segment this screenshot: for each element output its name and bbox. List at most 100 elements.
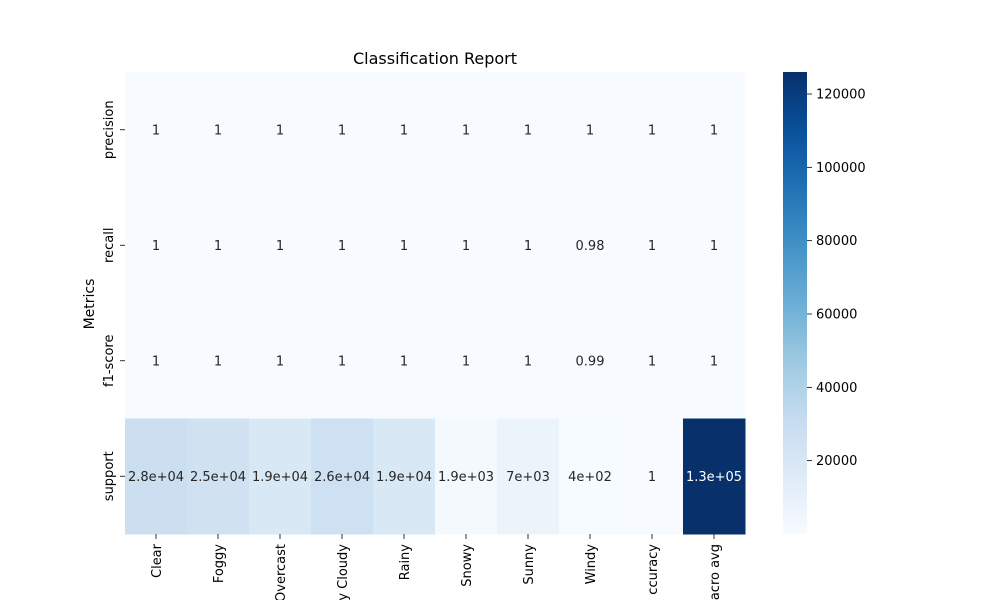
heatmap-cell xyxy=(311,303,374,419)
cell-annotation: 1 xyxy=(400,354,408,369)
cell-annotation: 1.9e+04 xyxy=(252,470,308,485)
heatmap-cell xyxy=(187,418,250,535)
cell-annotation: 1 xyxy=(648,239,656,254)
x-tick-label: Windy xyxy=(584,544,599,585)
colorbar: 20000 40000 60000 80000 100000 120000 xyxy=(783,72,866,534)
heatmap-cell xyxy=(621,72,684,188)
colorbar-tick-label: 60000 xyxy=(816,308,857,323)
heatmap-cell xyxy=(435,418,498,535)
heatmap-cell xyxy=(125,187,188,304)
heatmap-cell xyxy=(125,418,188,535)
cell-annotations: 1 1 1 1 1 1 1 1 1 1 1 1 1 1 1 1 1 0.98 1 1 1 1 1 1 1 1 1 0.99 1 1 2.8e… xyxy=(128,123,742,485)
heatmap-cell xyxy=(621,418,684,535)
heatmap-cell xyxy=(249,72,312,188)
heatmap-cell xyxy=(621,187,684,304)
heatmap-cell xyxy=(497,303,560,419)
cell-annotation: 1 xyxy=(710,354,718,369)
chart-title: Classification Report xyxy=(353,49,517,68)
x-tick-label: Clear xyxy=(150,543,165,578)
x-tick-label: Foggy xyxy=(212,544,227,583)
y-tick-labels: precision recall f1-score support xyxy=(102,100,125,501)
heatmap-cell xyxy=(373,303,436,419)
cell-annotation: 4e+02 xyxy=(568,470,612,485)
cell-annotation: 1.9e+03 xyxy=(438,470,494,485)
cell-annotation: 1 xyxy=(152,239,160,254)
heatmap-cell xyxy=(125,72,188,188)
cell-annotation: 1 xyxy=(400,239,408,254)
x-tick-label: y Cloudy xyxy=(336,544,351,600)
cell-annotation: 1 xyxy=(524,123,532,138)
cell-annotation: 1 xyxy=(462,123,470,138)
colorbar-tick-label: 120000 xyxy=(816,88,866,103)
colorbar-tick-label: 100000 xyxy=(816,161,866,176)
heatmap-cell xyxy=(559,418,622,535)
cell-annotation: 1.3e+05 xyxy=(686,470,742,485)
cell-annotation: 1 xyxy=(710,239,718,254)
cell-annotation: 2.6e+04 xyxy=(314,470,370,485)
x-tick-label: Snowy xyxy=(460,544,475,587)
heatmap-cell xyxy=(311,72,374,188)
cell-annotation: 1 xyxy=(338,354,346,369)
cell-annotation: 1 xyxy=(648,123,656,138)
cell-annotation: 1 xyxy=(462,239,470,254)
cell-annotation: 2.8e+04 xyxy=(128,470,184,485)
x-tick-label: Sunny xyxy=(522,544,537,585)
heatmap-cell xyxy=(683,418,746,535)
heatmap-cell xyxy=(559,303,622,419)
x-tick-labels: Clear Foggy Overcast y Cloudy Rainy Snowy Sunn… xyxy=(150,534,723,600)
heatmap-cell xyxy=(373,187,436,304)
heatmap-cell xyxy=(311,187,374,304)
cell-annotation: 1 xyxy=(462,354,470,369)
heatmap-cell xyxy=(187,187,250,304)
cell-annotation: 1 xyxy=(152,123,160,138)
y-tick-label: support xyxy=(102,451,117,501)
heatmap-cell xyxy=(125,303,188,419)
heatmap-cell xyxy=(497,187,560,304)
y-tick-label: recall xyxy=(102,228,117,263)
cell-annotation: 1 xyxy=(276,239,284,254)
x-tick-label: Overcast xyxy=(274,544,289,600)
cell-annotation: 1 xyxy=(214,239,222,254)
heatmap-cell xyxy=(683,72,746,188)
colorbar-tick-label: 80000 xyxy=(816,234,857,249)
cell-annotation: 1 xyxy=(338,123,346,138)
cell-annotation: 1.9e+04 xyxy=(376,470,432,485)
cell-annotation: 1 xyxy=(338,239,346,254)
heatmap-cell xyxy=(435,303,498,419)
heatmap-cell xyxy=(497,72,560,188)
cell-annotation: 2.5e+04 xyxy=(190,470,246,485)
x-tick-label: Rainy xyxy=(398,544,413,581)
cell-annotation: 1 xyxy=(276,354,284,369)
cell-annotation: 1 xyxy=(152,354,160,369)
heatmap-cell xyxy=(249,418,312,535)
heatmap-cell xyxy=(249,187,312,304)
x-tick-label: acro avg xyxy=(708,544,723,600)
cell-annotation: 1 xyxy=(524,354,532,369)
heatmap-cell xyxy=(249,303,312,419)
heatmap-cell xyxy=(311,418,374,535)
x-tick-label: ccuracy xyxy=(646,544,661,595)
cell-annotation: 1 xyxy=(648,354,656,369)
colorbar-tick-label: 20000 xyxy=(816,454,857,469)
cell-annotation: 1 xyxy=(648,470,656,485)
heatmap-cell xyxy=(373,72,436,188)
colorbar-gradient xyxy=(783,72,807,534)
heatmap-cell xyxy=(683,187,746,304)
heatmap-cell xyxy=(187,303,250,419)
cell-annotation: 1 xyxy=(524,239,532,254)
y-axis-label: Metrics xyxy=(82,279,98,330)
heatmap-cell xyxy=(559,72,622,188)
y-tick-label: precision xyxy=(102,100,117,159)
cell-annotation: 1 xyxy=(276,123,284,138)
heatmap-cell xyxy=(683,303,746,419)
cell-annotation: 0.98 xyxy=(576,239,605,254)
cell-annotation: 1 xyxy=(214,354,222,369)
heatmap-cells xyxy=(125,72,746,535)
heatmap-cell xyxy=(435,187,498,304)
cell-annotation: 1 xyxy=(586,123,594,138)
heatmap-cell xyxy=(497,418,560,535)
cell-annotation: 7e+03 xyxy=(506,470,550,485)
heatmap-cell xyxy=(621,303,684,419)
heatmap-cell xyxy=(559,187,622,304)
